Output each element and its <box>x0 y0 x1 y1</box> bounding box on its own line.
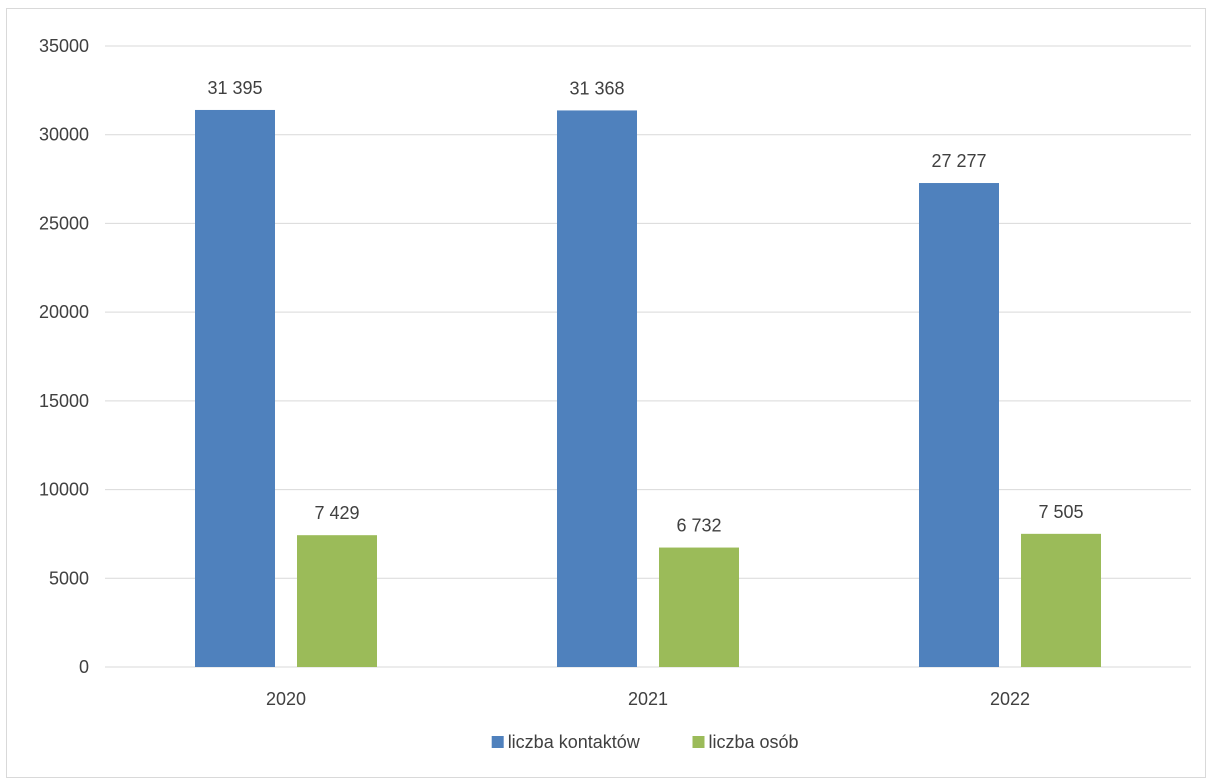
bar <box>557 110 637 667</box>
legend: liczba kontaktów liczba osób <box>491 732 799 752</box>
legend-swatch <box>491 736 504 748</box>
y-tick-label: 10000 <box>39 480 89 500</box>
y-tick-label: 5000 <box>49 568 89 588</box>
data-label: 31 395 <box>207 78 262 98</box>
y-tick-label: 15000 <box>39 391 89 411</box>
bar <box>919 183 999 668</box>
bar <box>195 109 275 667</box>
x-axis-ticks: 2020 2021 2022 <box>266 689 1030 709</box>
gridlines <box>105 45 1191 668</box>
legend-item: liczba osób <box>692 732 799 752</box>
x-tick-label: 2022 <box>990 689 1030 709</box>
legend-label: liczba osób <box>709 732 799 752</box>
y-tick-label: 30000 <box>39 125 89 145</box>
bar-chart: 0 5000 10000 15000 20000 25000 30000 35000 31 3… <box>39 36 1191 752</box>
legend-item: liczba kontaktów <box>491 732 641 752</box>
data-labels: 31 395 7 429 31 368 6 732 27 277 7 505 <box>207 78 1083 536</box>
x-tick-label: 2021 <box>628 689 668 709</box>
data-label: 7 429 <box>314 503 359 523</box>
data-label: 6 732 <box>676 516 721 536</box>
legend-label: liczba kontaktów <box>508 732 641 752</box>
y-tick-label: 20000 <box>39 302 89 322</box>
bar <box>297 535 377 667</box>
data-label: 31 368 <box>569 78 624 98</box>
x-tick-label: 2020 <box>266 689 306 709</box>
y-axis-ticks: 0 5000 10000 15000 20000 25000 30000 35000 <box>39 36 89 677</box>
y-tick-label: 0 <box>79 657 89 677</box>
data-label: 27 277 <box>931 151 986 171</box>
chart-frame: 0 5000 10000 15000 20000 25000 30000 35000 31 3… <box>6 8 1206 778</box>
bar <box>659 547 739 667</box>
y-tick-label: 25000 <box>39 213 89 233</box>
bars <box>195 109 1101 668</box>
legend-swatch <box>692 736 705 748</box>
data-label: 7 505 <box>1038 502 1083 522</box>
bar <box>1021 533 1101 667</box>
y-tick-label: 35000 <box>39 36 89 56</box>
